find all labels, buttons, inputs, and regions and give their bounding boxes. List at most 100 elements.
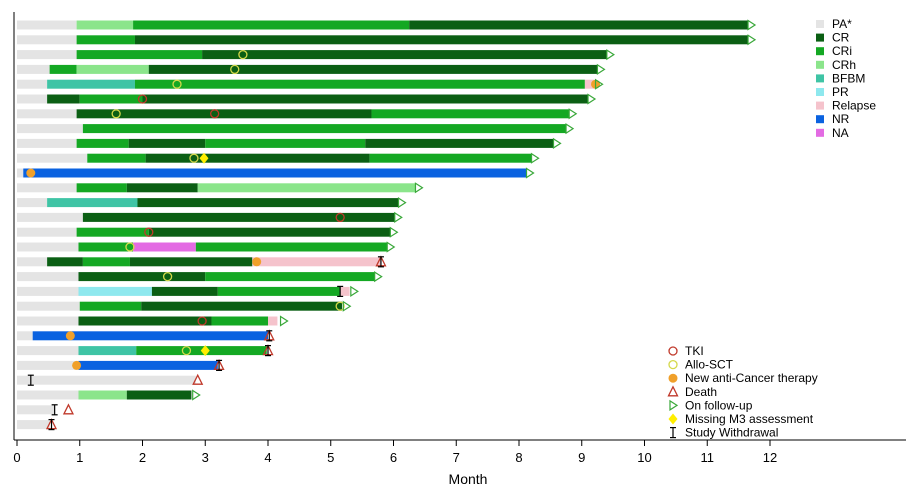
- segment-cr: [82, 212, 395, 222]
- tki-circle: [335, 212, 345, 223]
- x-tick-label: 12: [763, 450, 777, 465]
- legend-item-missing: Missing M3 assessment: [668, 412, 814, 426]
- legend-swatch: [816, 33, 824, 42]
- segment-pa: [17, 242, 79, 252]
- legend-item-bfbm: BFBM: [816, 71, 865, 85]
- legend-symbol: [670, 427, 676, 439]
- x-tick-label: 10: [637, 450, 651, 465]
- tki-circle: [144, 227, 154, 237]
- sct-circle: [162, 271, 173, 282]
- marker-followup: [587, 93, 597, 105]
- patient-row-4: [17, 64, 598, 74]
- segment-pa: [17, 227, 77, 237]
- marker-sct: [125, 242, 135, 252]
- followup-arrow: [192, 389, 201, 401]
- legend-symbol: [668, 346, 678, 356]
- followup-arrow: [389, 226, 399, 238]
- marker-followup: [747, 19, 757, 31]
- legend-swatch: [816, 47, 824, 56]
- patient-row-16: [17, 242, 388, 252]
- marker-withdrawal: [27, 374, 34, 386]
- marker-withdrawal: [266, 330, 273, 342]
- legend-swatch: [816, 60, 824, 69]
- tki-circle: [210, 109, 220, 119]
- sct-circle: [172, 79, 182, 89]
- segment-pa: [17, 20, 77, 30]
- segment-cr: [134, 35, 749, 45]
- segment-cr: [128, 138, 206, 148]
- marker-withdrawal: [337, 285, 344, 297]
- patient-row-9: [17, 138, 554, 148]
- segment-cr: [47, 257, 83, 267]
- segment-pa: [17, 405, 55, 415]
- x-tick-label: 4: [264, 450, 271, 465]
- segment-cri: [76, 227, 149, 237]
- segment-pa: [17, 50, 77, 60]
- marker-sct: [238, 49, 248, 60]
- marker-tki: [197, 316, 207, 326]
- followup-arrow: [747, 34, 757, 46]
- marker-followup: [552, 137, 562, 149]
- segment-crh: [76, 20, 134, 30]
- segment-pa: [17, 272, 79, 282]
- segment-pa: [17, 198, 48, 208]
- segment-cr: [142, 94, 589, 104]
- marker-followup: [350, 285, 359, 297]
- patient-bars: [17, 20, 749, 430]
- segment-relapse: [268, 316, 278, 326]
- legend-label: PR: [832, 85, 849, 99]
- legend-label: New anti-Cancer therapy: [685, 371, 818, 385]
- legend-label: PA*: [832, 17, 852, 31]
- marker-followup: [374, 271, 383, 283]
- segment-cr: [126, 183, 198, 193]
- segment-cri: [76, 35, 135, 45]
- legend-label: CRh: [832, 58, 856, 72]
- segment-crh: [78, 390, 127, 400]
- death-triangle: [667, 385, 679, 397]
- legend-label: BFBM: [832, 71, 865, 85]
- tki-circle: [137, 94, 148, 104]
- marker-followup: [342, 300, 352, 312]
- marker-followup: [414, 182, 424, 194]
- legend-item-nr: NR: [816, 112, 850, 126]
- segment-pa: [17, 375, 196, 385]
- sct-circle: [125, 242, 135, 252]
- marker-followup: [596, 63, 606, 75]
- legend-label: On follow-up: [685, 398, 753, 412]
- tki-circle: [668, 346, 678, 356]
- segment-na: [133, 242, 196, 252]
- followup-arrow: [342, 300, 352, 312]
- legend-item-pr: PR: [816, 85, 849, 99]
- legend-symbol: [668, 413, 678, 425]
- patient-row-15: [17, 227, 391, 237]
- followup-arrow: [350, 285, 359, 297]
- segment-pa: [17, 390, 79, 400]
- followup-arrow: [669, 399, 679, 411]
- segment-cri: [211, 316, 268, 326]
- followup-arrow: [606, 49, 615, 61]
- segment-cri: [49, 64, 77, 74]
- segment-pa: [17, 79, 48, 89]
- segment-cri: [82, 124, 567, 134]
- followup-arrow: [374, 271, 383, 283]
- patient-row-22: [17, 331, 268, 341]
- segment-pa: [17, 124, 83, 134]
- legend-item-relapse: Relapse: [816, 99, 876, 113]
- segment-pa: [17, 301, 80, 311]
- marker-sct: [181, 345, 192, 356]
- segment-relapse: [584, 79, 595, 89]
- sct-circle: [189, 153, 199, 163]
- segment-cri: [217, 286, 341, 296]
- followup-arrow: [594, 78, 604, 90]
- segment-bfbm: [47, 198, 138, 208]
- legend-item-therapy: New anti-Cancer therapy: [668, 371, 818, 385]
- followup-arrow: [279, 315, 289, 327]
- segment-cri: [87, 153, 146, 163]
- missing-diamond: [200, 345, 210, 357]
- marker-followup: [279, 315, 289, 327]
- patient-row-11: [17, 168, 527, 178]
- legend-item-crh: CRh: [816, 58, 856, 72]
- marker-sct: [189, 153, 199, 163]
- legend-item-withdrawal: Study Withdrawal: [670, 426, 778, 440]
